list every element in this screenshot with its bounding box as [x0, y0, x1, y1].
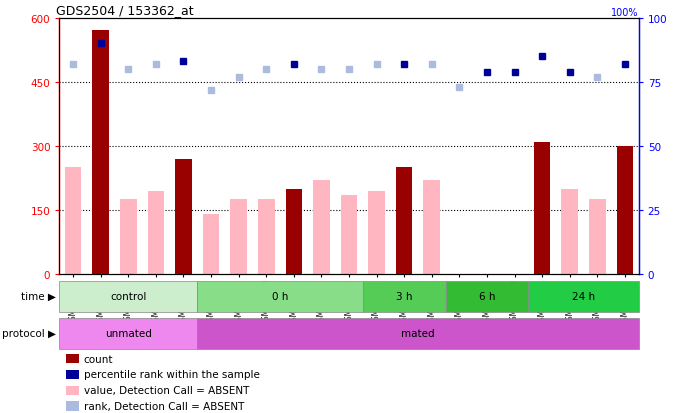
- Text: 100%: 100%: [611, 8, 639, 18]
- Bar: [589, 200, 606, 275]
- Text: percentile rank within the sample: percentile rank within the sample: [84, 370, 260, 380]
- Bar: [258, 200, 274, 275]
- Bar: [65, 168, 82, 275]
- Bar: [175, 159, 192, 275]
- Bar: [534, 142, 551, 275]
- Bar: [198, 281, 363, 312]
- Text: time ▶: time ▶: [21, 291, 56, 301]
- Bar: [396, 168, 413, 275]
- Text: 0 h: 0 h: [272, 291, 288, 301]
- Bar: [369, 192, 385, 275]
- Bar: [285, 189, 302, 275]
- Bar: [561, 189, 578, 275]
- Text: rank, Detection Call = ABSENT: rank, Detection Call = ABSENT: [84, 401, 244, 411]
- Text: GDS2504 / 153362_at: GDS2504 / 153362_at: [57, 5, 194, 17]
- Text: 24 h: 24 h: [572, 291, 595, 301]
- Bar: [424, 181, 440, 275]
- Text: unmated: unmated: [105, 328, 151, 339]
- Bar: [59, 281, 198, 312]
- Bar: [147, 192, 164, 275]
- Bar: [198, 318, 639, 349]
- Text: mated: mated: [401, 328, 435, 339]
- Bar: [120, 200, 137, 275]
- Bar: [92, 31, 109, 275]
- Text: 6 h: 6 h: [479, 291, 495, 301]
- Text: count: count: [84, 354, 113, 364]
- Bar: [203, 215, 219, 275]
- Bar: [59, 318, 198, 349]
- Text: control: control: [110, 291, 147, 301]
- Bar: [230, 200, 247, 275]
- Bar: [445, 281, 528, 312]
- Bar: [313, 181, 329, 275]
- Text: value, Detection Call = ABSENT: value, Detection Call = ABSENT: [84, 385, 249, 395]
- Bar: [341, 196, 357, 275]
- Text: 3 h: 3 h: [396, 291, 413, 301]
- Text: protocol ▶: protocol ▶: [2, 328, 56, 339]
- Bar: [616, 147, 633, 275]
- Bar: [363, 281, 445, 312]
- Bar: [528, 281, 639, 312]
